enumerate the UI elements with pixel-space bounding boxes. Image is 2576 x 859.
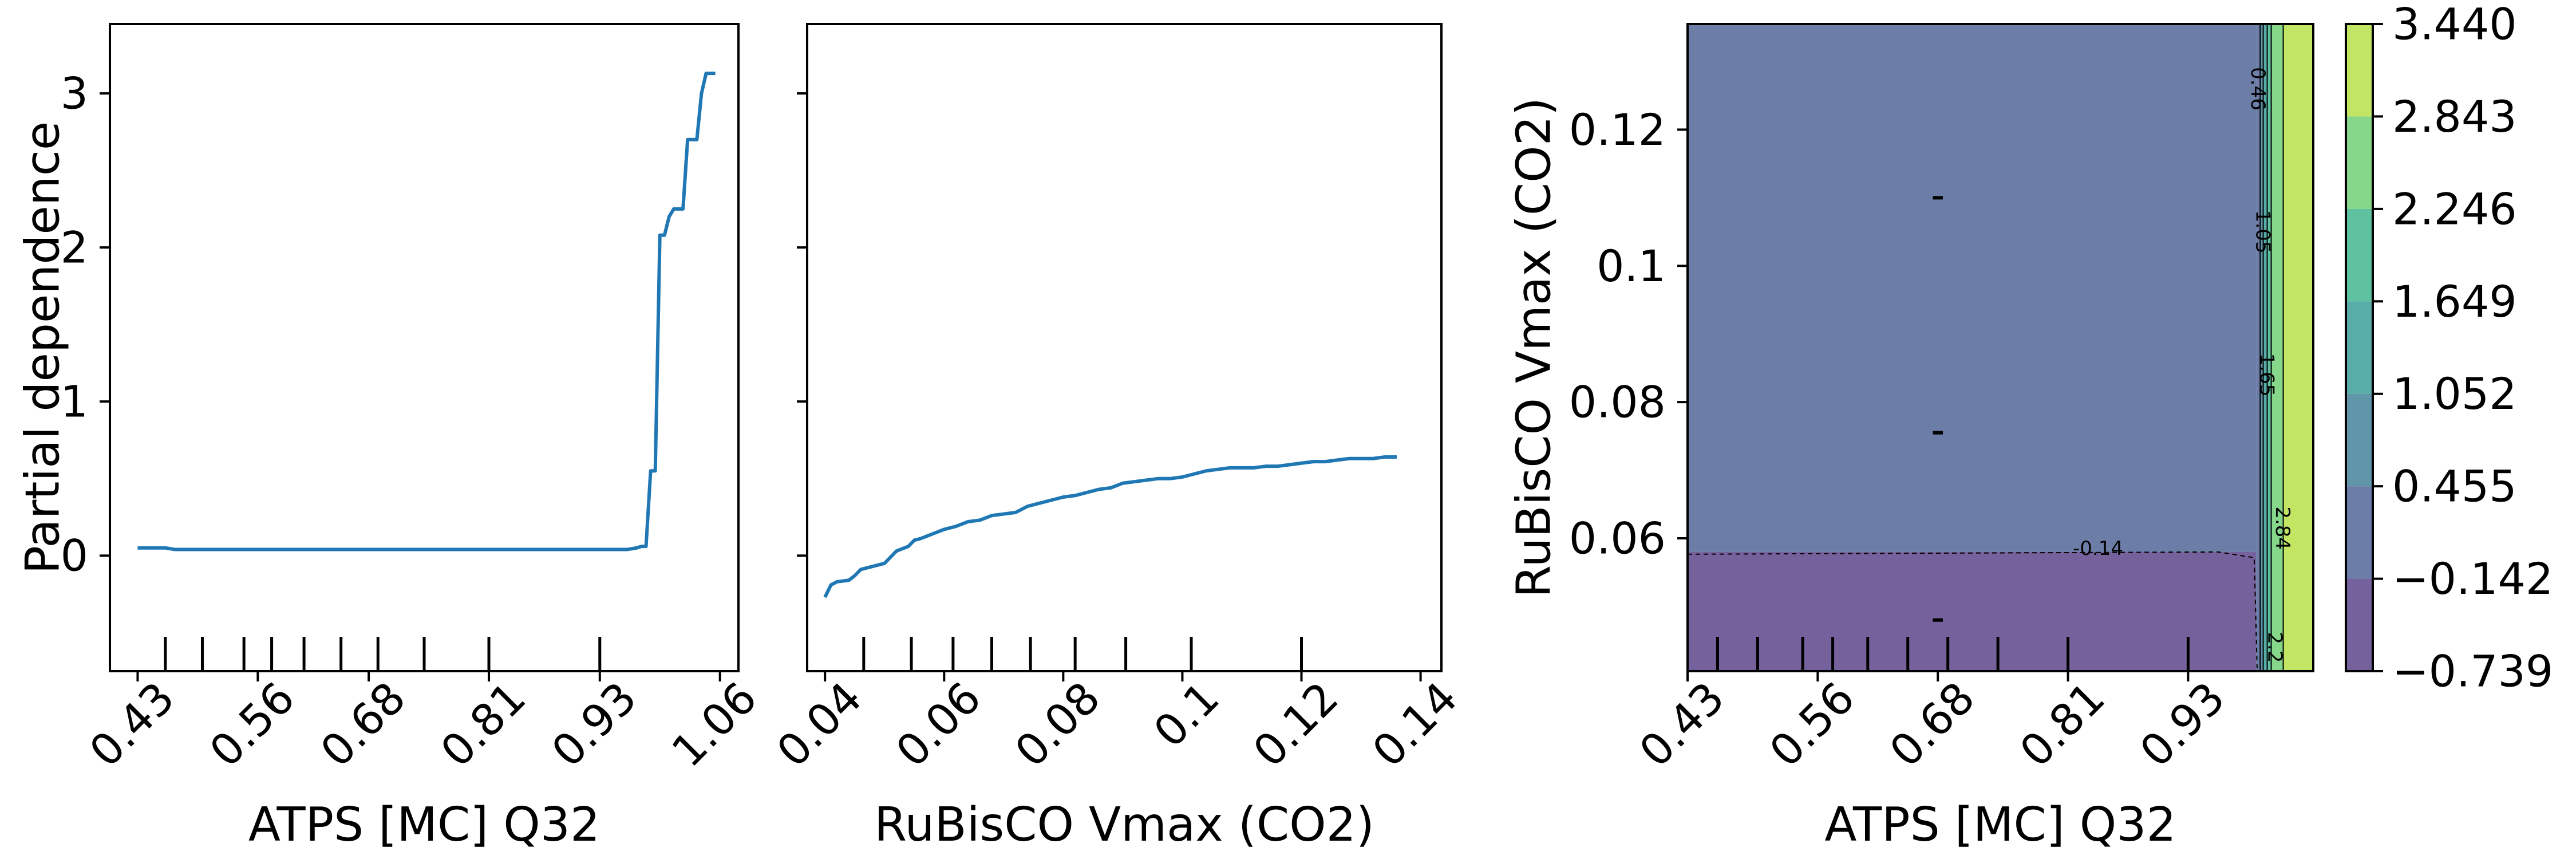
- contour-y-tick-label: 0.12: [1569, 104, 1666, 155]
- colorbar-segment: [2346, 486, 2373, 579]
- colorbar-segment: [2346, 393, 2373, 487]
- contour-y-tick-label: 0.1: [1597, 241, 1666, 291]
- contour-label: 1.05: [2251, 210, 2274, 254]
- contour-y-tick-label: 0.06: [1569, 513, 1666, 564]
- rubisco-axes-frame: [806, 23, 1443, 672]
- contour-label: 2.84: [2271, 506, 2294, 550]
- rubisco-pd-line: [823, 455, 1397, 598]
- contour-region: [2260, 24, 2263, 671]
- contour-label: 1.65: [2255, 353, 2278, 397]
- colorbar-tick-label: 1.052: [2392, 368, 2517, 419]
- contour-region: [1688, 551, 2257, 671]
- colorbar-frame: [2345, 23, 2374, 672]
- contour-region: [2267, 24, 2271, 671]
- colorbar-segment: [2346, 116, 2373, 209]
- contour-x-axis-label: ATPS [MC] Q32: [1824, 798, 2176, 852]
- colorbar-segment: [2346, 208, 2373, 302]
- colorbar-segment: [2346, 24, 2373, 117]
- atps-y-tick-label: 2: [61, 222, 88, 273]
- atps-axes-frame: [109, 23, 740, 672]
- contour-region: [2256, 24, 2261, 671]
- colorbar-segment: [2346, 301, 2373, 394]
- atps-y-tick-label: 1: [61, 376, 88, 427]
- atps-x-axis-label: ATPS [MC] Q32: [248, 798, 600, 852]
- contour-label: -0.14: [2073, 537, 2123, 560]
- colorbar-tick-label: 2.843: [2392, 91, 2517, 142]
- contour-y-tick-label: 0.08: [1569, 377, 1666, 428]
- contour-region: [2283, 24, 2313, 671]
- contour-line-neg: [1687, 551, 2258, 672]
- colorbar: −0.739 −0.142 0.455 1.052 1.649 2.246 2.843 3.4…: [2345, 0, 2553, 697]
- colorbar-tick-label: 0.455: [2392, 461, 2517, 512]
- atps-pd-line: [137, 72, 716, 551]
- contour-axes-frame: [1686, 23, 2314, 672]
- atps-y-tick-label: 3: [61, 68, 88, 119]
- atps-y-tick-label: 0: [61, 530, 88, 581]
- contour-region: [2271, 24, 2283, 671]
- contour-label: 0.46: [2246, 67, 2269, 111]
- atps-y-axis-label: Partial dependence: [16, 121, 70, 574]
- contour-label: 2.2: [2263, 632, 2286, 663]
- rubisco-x-axis-label: RuBisCO Vmax (CO2): [874, 798, 1374, 852]
- colorbar-tick-label: 3.440: [2392, 0, 2517, 50]
- colorbar-tick-label: 1.649: [2392, 276, 2517, 327]
- colorbar-tick-label: −0.142: [2392, 553, 2553, 604]
- colorbar-tick-label: 2.246: [2392, 183, 2517, 234]
- colorbar-segment: [2346, 578, 2373, 671]
- contour-y-axis-label: RuBisCO Vmax (CO2): [1507, 97, 1562, 598]
- contour-region: [1688, 24, 2257, 552]
- colorbar-tick-label: −0.739: [2392, 646, 2553, 697]
- contour-region: [2263, 24, 2267, 671]
